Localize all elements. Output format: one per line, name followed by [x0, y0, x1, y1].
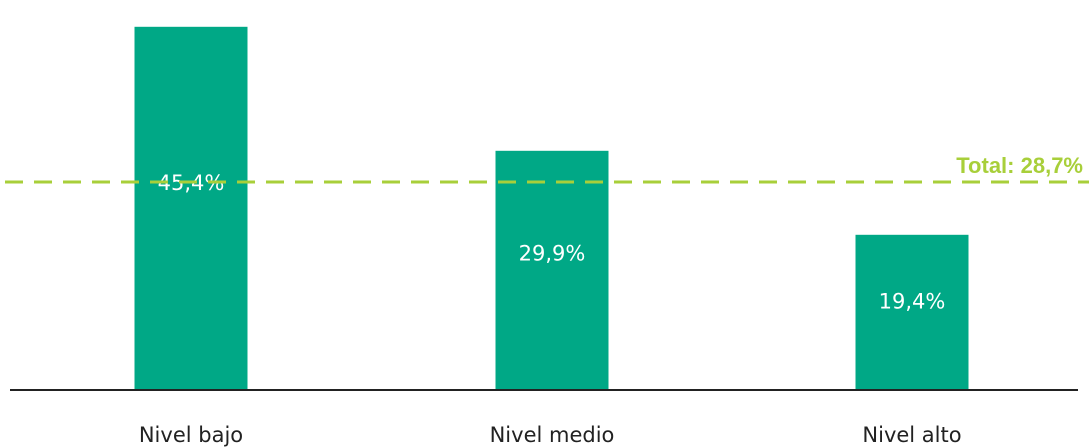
- category-label-2: Nivel medio: [490, 423, 615, 447]
- category-label-1: Nivel bajo: [139, 423, 243, 447]
- category-label-3: Nivel alto: [862, 423, 961, 447]
- bar-2: [495, 150, 609, 390]
- bar-1: [134, 26, 248, 391]
- value-label-3: 19,4%: [879, 290, 946, 314]
- total-reference-label: Total: 28,7%: [956, 153, 1083, 178]
- value-label-2: 29,9%: [519, 242, 586, 266]
- bars-group: [134, 26, 969, 391]
- bar-3: [855, 234, 969, 390]
- category-labels-group: Nivel bajo Nivel medio Nivel alto: [139, 423, 962, 447]
